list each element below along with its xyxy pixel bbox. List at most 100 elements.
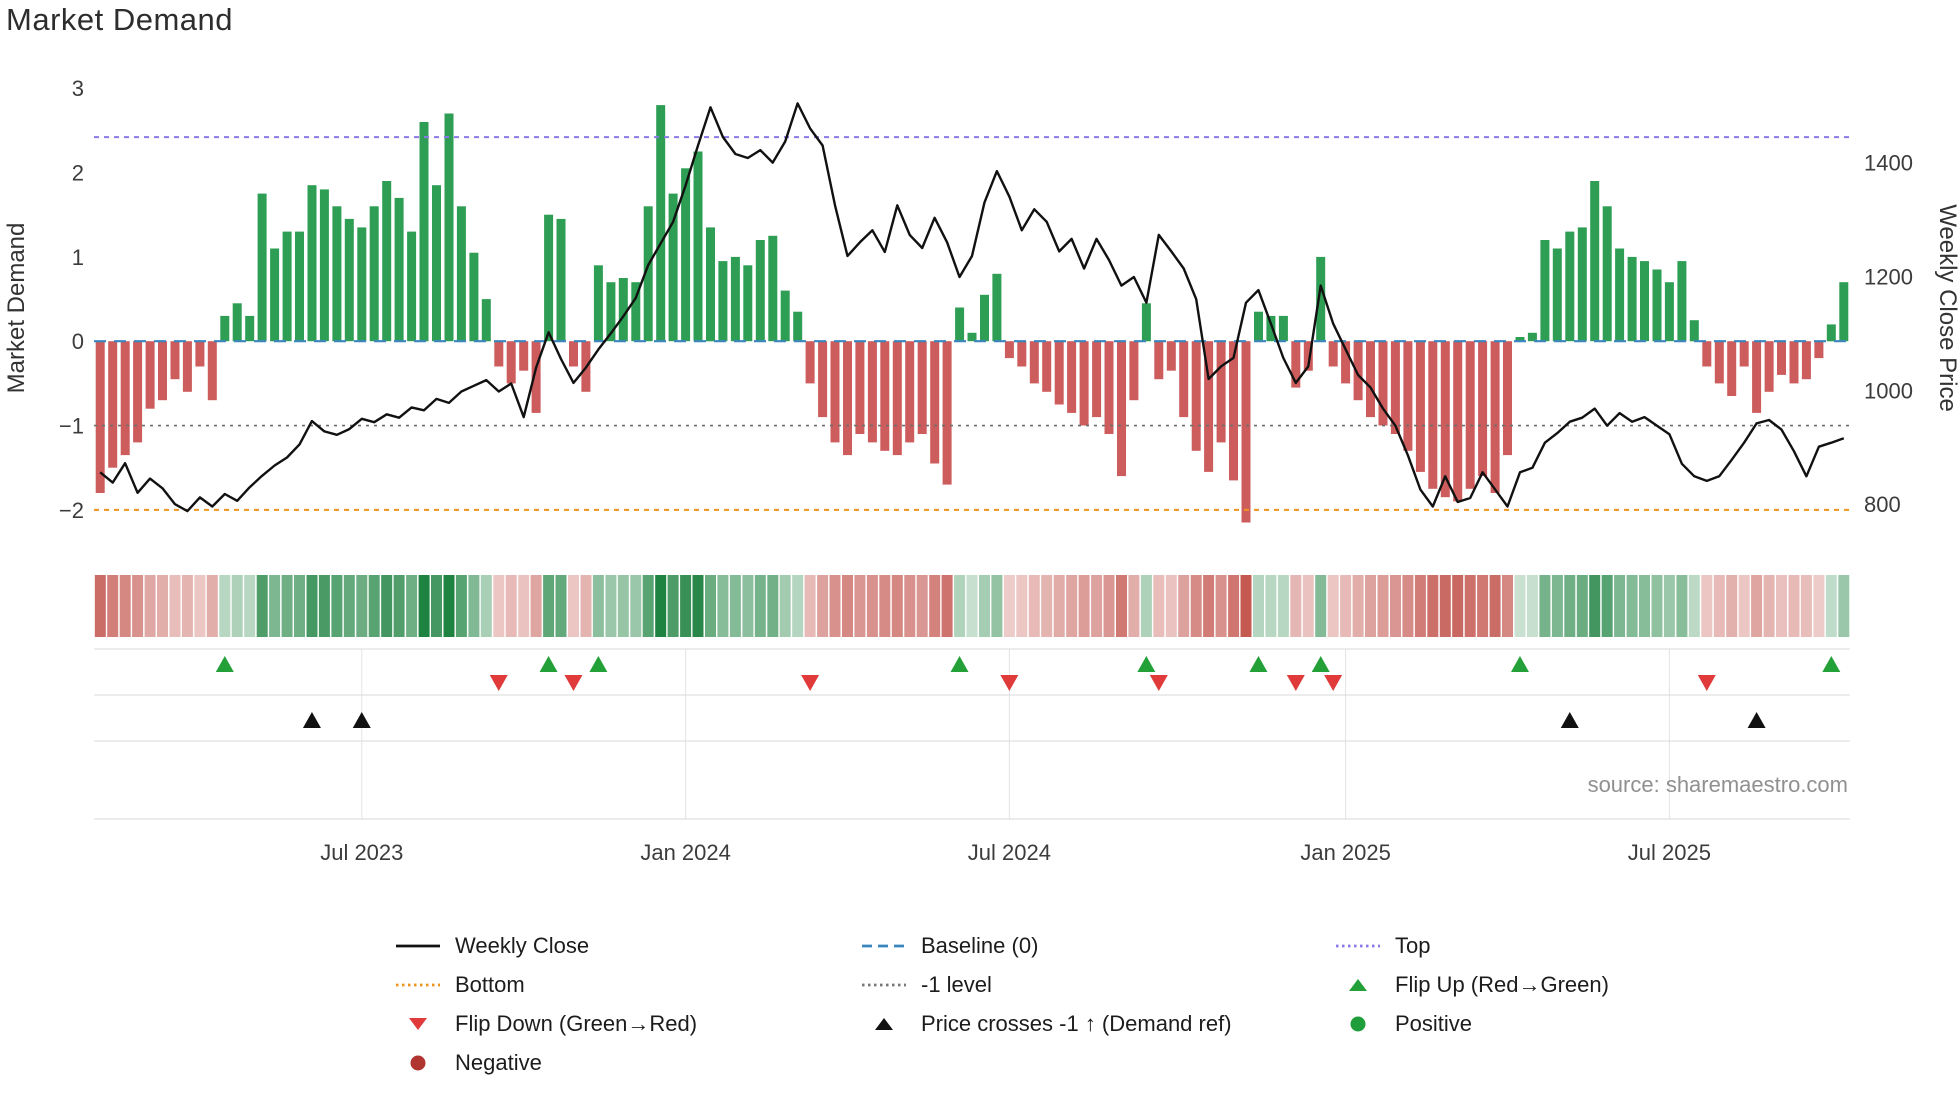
demand-bar [1291,341,1301,388]
heatmap-cell [1539,575,1551,637]
legend-item-positive: Positive [1332,1008,1609,1039]
demand-bar [207,341,217,401]
demand-bar [369,206,379,342]
demand-bar [867,341,877,443]
legend-item-baseline: Baseline (0) [858,930,1332,961]
demand-bar [631,282,641,342]
heatmap-cell [393,575,405,637]
demand-bar [1403,341,1413,451]
heatmap-cell [343,575,355,637]
demand-bar [1278,315,1288,342]
heatmap-cell [555,575,567,637]
right-tick-label: 1400 [1864,151,1913,176]
demand-bar [880,341,890,451]
heatmap-cell [979,575,990,637]
heatmap-cell [680,575,692,637]
x-tick-label: Jan 2025 [1300,840,1391,865]
heatmap-cell [1464,575,1476,637]
demand-bar [805,341,815,384]
demand-bar [1552,248,1562,342]
heatmap-cell [443,575,455,637]
heatmap-cell [655,575,667,637]
heatmap-cell [1066,575,1078,637]
left-tick-label: 1 [72,245,84,270]
right-tick-label: 1200 [1864,265,1913,290]
weekly-close-line [99,102,1845,513]
x-tick-label: Jul 2023 [320,840,403,865]
demand-bar [1266,315,1276,342]
heatmap-cell [1016,575,1028,637]
demand-bar [1204,341,1214,472]
demand-bar [569,341,578,367]
demand-bar [394,197,404,342]
top-icon [1332,938,1384,954]
demand-bar [382,181,392,342]
demand-bar [980,294,989,342]
demand-bar [1490,341,1500,493]
heatmap-cell [119,575,131,637]
demand-bar [556,218,566,342]
demand-bar [1054,341,1064,405]
heatmap-cell [1663,575,1675,637]
demand-bar [905,341,915,443]
legend-label: Weekly Close [455,932,590,958]
heatmap-cell [543,575,555,637]
heatmap-cell [904,575,916,637]
demand-bar [1017,341,1027,367]
heatmap-cell [306,575,318,637]
heatmap-cell [1165,575,1177,637]
heatmap-cell [1701,575,1713,637]
heatmap-cell [817,575,829,637]
demand-bar [1664,282,1674,342]
heatmap-cell [1489,575,1501,637]
legend-label: -1 level [921,971,992,997]
heatmap-cell [356,575,368,637]
demand-bar [706,227,715,342]
minus-one-icon [858,977,910,993]
demand-bar [1565,231,1575,342]
heatmap-cell [1427,575,1439,637]
legend-label: Positive [1395,1010,1473,1036]
right-tick-label: 1000 [1864,378,1913,403]
heatmap-cell [1800,575,1812,637]
left-tick-label: 2 [72,161,84,186]
heatmap-cell [219,575,231,637]
left-tick-label: −1 [59,414,84,439]
heatmap-cell [256,575,268,637]
legend-label: Price crosses -1 ↑ (Demand ref) [921,1010,1232,1036]
demand-bar [456,206,466,342]
demand-bar [1503,341,1512,456]
demand-bar [1764,341,1774,392]
heatmap-cell [1713,575,1725,637]
heatmap-cell [1626,575,1638,637]
heatmap-cell [1564,575,1576,637]
left-tick-label: 3 [72,76,84,101]
legend-label: Flip Down (Green→Red) [455,1010,698,1036]
heatmap-cell [1128,575,1140,637]
demand-bar [681,168,691,342]
demand-bar [1154,341,1164,380]
demand-bar [1465,341,1475,489]
legend-item-negative: Negative [392,1047,858,1078]
demand-bar [955,307,965,342]
demand-bar [544,214,554,342]
heatmap-cell [929,575,941,637]
heatmap-cell [642,575,654,637]
heatmap-cell [1116,575,1127,637]
demand-bar [1615,248,1625,342]
demand-bar [967,332,977,342]
demand-bar [1092,341,1102,418]
demand-bar [1652,269,1662,342]
demand-bar [270,248,280,342]
demand-bar [1515,337,1525,342]
heatmap-cell [1601,575,1613,637]
demand-bar [1602,206,1612,342]
heatmap-cell [318,575,330,637]
heatmap-cell [1265,575,1277,637]
demand-bar [182,341,192,392]
demand-bar [481,299,491,342]
demand-bar [768,235,778,342]
demand-bar [232,303,242,342]
demand-bar [743,265,753,342]
demand-bar [1627,256,1637,342]
